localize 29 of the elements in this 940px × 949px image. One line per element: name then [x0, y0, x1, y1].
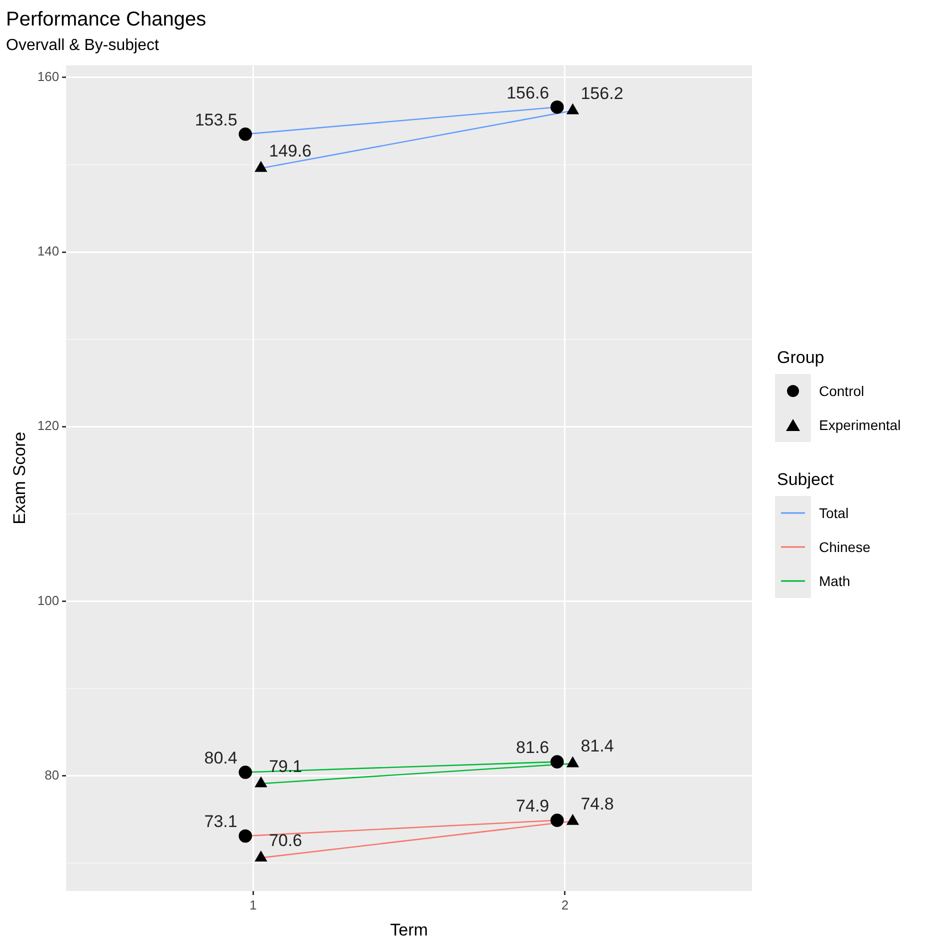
- data-label: 74.9: [516, 796, 550, 816]
- text: Group: [777, 348, 824, 367]
- chart-subtitle: Overvall & By-subject: [6, 37, 160, 54]
- chart-title: Performance Changes: [6, 8, 206, 31]
- data-label: 149.6: [268, 141, 312, 160]
- data-label: 74.8: [580, 794, 614, 814]
- data-label: 81.6: [516, 738, 550, 757]
- data-label: 81.4: [580, 736, 614, 756]
- legend-label: Control: [819, 383, 864, 399]
- y-tick-label: 120: [37, 418, 60, 434]
- y-tick-label: 80: [44, 767, 60, 782]
- x-tick-label: 1: [250, 897, 257, 912]
- y-tick-label: 100: [37, 592, 60, 608]
- data-label: 156.6: [506, 83, 550, 102]
- y-tick-label: 160: [37, 69, 60, 84]
- legend-label: Total: [819, 505, 849, 521]
- data-label: 80.4: [204, 748, 238, 768]
- data-label: 70.6: [268, 831, 302, 850]
- legend-label: Experimental: [819, 417, 901, 433]
- legend-label: Math: [819, 573, 850, 589]
- data-label: 153.5: [194, 110, 238, 130]
- y-axis-title: Exam Score: [10, 432, 29, 524]
- legend-label: Chinese: [819, 539, 870, 555]
- x-axis-title: Term: [390, 920, 428, 940]
- x-tick-label: 2: [561, 897, 569, 912]
- data-label: 73.1: [204, 812, 238, 832]
- data-label: 156.2: [580, 84, 624, 103]
- text: Subject: [777, 470, 834, 489]
- y-tick-label: 140: [37, 244, 60, 259]
